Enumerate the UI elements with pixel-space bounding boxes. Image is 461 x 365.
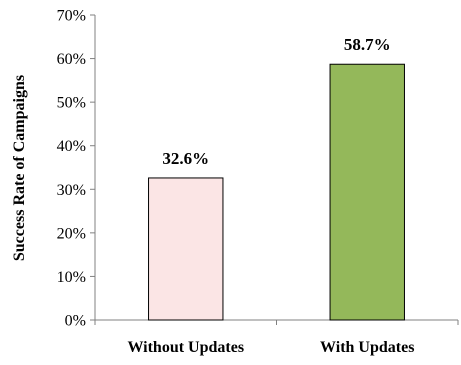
y-axis-title: Success Rate of Campaigns <box>11 75 28 261</box>
x-category-label: With Updates <box>320 339 414 356</box>
data-label: 58.7% <box>344 35 391 54</box>
y-tick-label: 70% <box>57 8 86 25</box>
y-tick-label: 10% <box>57 269 86 286</box>
y-tick-label: 0% <box>65 313 86 330</box>
y-tick-label: 40% <box>57 138 86 155</box>
data-label: 32.6% <box>162 149 209 168</box>
data-labels-group: 32.6% 58.7% <box>162 35 390 168</box>
x-category-label: Without Updates <box>127 339 244 356</box>
y-tick-label: 50% <box>57 95 86 112</box>
y-tick-label: 20% <box>57 225 86 242</box>
y-tick-label: 30% <box>57 182 86 199</box>
x-axis-ticks <box>94 320 459 325</box>
bars-group <box>148 63 405 321</box>
bar-without-updates <box>148 177 224 321</box>
category-labels-group: Without Updates With Updates <box>127 339 414 356</box>
bar-with-updates <box>329 63 405 321</box>
y-tick-label: 60% <box>57 51 86 68</box>
y-axis-ticks: 0% 10% 20% 30% 40% 50% 60% 70% <box>57 8 95 330</box>
